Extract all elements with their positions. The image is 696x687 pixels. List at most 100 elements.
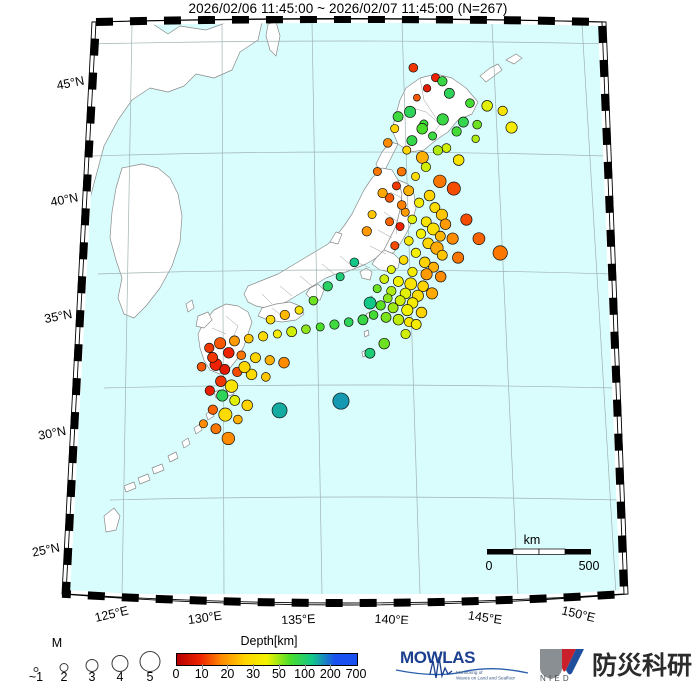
- earthquake-marker[interactable]: [357, 314, 369, 326]
- earthquake-marker[interactable]: [472, 119, 482, 130]
- earthquake-marker[interactable]: [415, 306, 428, 319]
- earthquake-marker[interactable]: [378, 337, 390, 350]
- earthquake-marker[interactable]: [401, 304, 414, 317]
- earthquake-marker[interactable]: [264, 355, 275, 366]
- earthquake-marker[interactable]: [383, 138, 393, 148]
- earthquake-marker[interactable]: [410, 319, 422, 330]
- earthquake-marker[interactable]: [417, 280, 429, 292]
- earthquake-marker[interactable]: [392, 314, 405, 326]
- earthquake-marker[interactable]: [343, 317, 354, 327]
- earthquake-marker[interactable]: [387, 302, 399, 314]
- earthquake-marker[interactable]: [443, 87, 455, 99]
- earthquake-marker[interactable]: [465, 98, 475, 108]
- earthquake-marker[interactable]: [238, 361, 251, 374]
- earthquake-marker[interactable]: [219, 364, 231, 375]
- earthquake-marker[interactable]: [294, 305, 304, 315]
- earthquake-marker[interactable]: [492, 245, 508, 261]
- earthquake-marker[interactable]: [437, 76, 448, 87]
- earthquake-marker[interactable]: [380, 311, 392, 323]
- earthquake-marker[interactable]: [460, 213, 473, 226]
- earthquake-marker[interactable]: [278, 356, 290, 369]
- earthquake-marker[interactable]: [372, 167, 382, 176]
- earthquake-marker[interactable]: [335, 272, 345, 282]
- earthquake-marker[interactable]: [395, 222, 405, 231]
- earthquake-marker[interactable]: [446, 181, 461, 196]
- earthquake-marker[interactable]: [198, 419, 208, 429]
- earthquake-marker[interactable]: [414, 197, 425, 208]
- earthquake-marker[interactable]: [392, 111, 404, 123]
- earthquake-marker[interactable]: [245, 368, 258, 381]
- earthquake-marker[interactable]: [207, 352, 218, 363]
- earthquake-marker[interactable]: [436, 113, 449, 126]
- earthquake-marker[interactable]: [384, 193, 395, 203]
- earthquake-marker[interactable]: [224, 379, 239, 393]
- earthquake-marker[interactable]: [435, 270, 447, 283]
- earthquake-marker[interactable]: [398, 255, 409, 265]
- earthquake-marker[interactable]: [223, 347, 235, 359]
- earthquake-marker[interactable]: [457, 116, 469, 128]
- earthquake-marker[interactable]: [436, 249, 448, 261]
- earthquake-marker[interactable]: [385, 217, 394, 227]
- earthquake-marker[interactable]: [279, 309, 290, 320]
- earthquake-marker[interactable]: [233, 414, 243, 425]
- earthquake-marker[interactable]: [472, 232, 486, 245]
- earthquake-marker[interactable]: [372, 284, 382, 294]
- earthquake-marker[interactable]: [315, 322, 325, 332]
- earthquake-marker[interactable]: [361, 226, 372, 237]
- earthquake-marker[interactable]: [265, 314, 276, 325]
- earthquake-marker[interactable]: [216, 389, 229, 402]
- earthquake-marker[interactable]: [221, 431, 235, 446]
- earthquake-marker[interactable]: [332, 392, 350, 410]
- earthquake-marker[interactable]: [392, 181, 401, 191]
- earthquake-marker[interactable]: [419, 256, 431, 269]
- earthquake-marker[interactable]: [396, 166, 407, 177]
- earthquake-marker[interactable]: [416, 123, 428, 135]
- earthquake-marker[interactable]: [446, 232, 459, 245]
- earthquake-marker[interactable]: [422, 84, 432, 93]
- earthquake-marker[interactable]: [432, 145, 443, 156]
- earthquake-marker[interactable]: [364, 347, 376, 359]
- earthquake-marker[interactable]: [406, 135, 418, 146]
- earthquake-marker[interactable]: [423, 189, 436, 202]
- earthquake-marker[interactable]: [428, 131, 438, 141]
- earthquake-marker[interactable]: [379, 274, 390, 284]
- earthquake-marker[interactable]: [236, 350, 247, 361]
- earthquake-marker[interactable]: [429, 202, 441, 213]
- earthquake-marker[interactable]: [434, 230, 446, 242]
- earthquake-marker[interactable]: [420, 161, 431, 173]
- earthquake-marker[interactable]: [244, 333, 254, 344]
- earthquake-marker[interactable]: [404, 105, 417, 118]
- earthquake-marker[interactable]: [497, 105, 508, 116]
- earthquake-marker[interactable]: [426, 222, 440, 236]
- earthquake-marker[interactable]: [396, 200, 407, 210]
- earthquake-marker[interactable]: [286, 326, 298, 338]
- earthquake-marker[interactable]: [207, 404, 218, 415]
- earthquake-marker[interactable]: [250, 352, 261, 364]
- earthquake-marker[interactable]: [404, 277, 418, 291]
- earthquake-marker[interactable]: [386, 265, 396, 274]
- earthquake-marker[interactable]: [441, 143, 452, 153]
- earthquake-marker[interactable]: [241, 399, 253, 412]
- earthquake-marker[interactable]: [407, 266, 418, 277]
- earthquake-marker[interactable]: [452, 251, 465, 264]
- earthquake-marker[interactable]: [394, 295, 406, 306]
- earthquake-marker[interactable]: [229, 335, 240, 347]
- earthquake-marker[interactable]: [451, 126, 462, 137]
- earthquake-marker[interactable]: [402, 145, 412, 155]
- earthquake-marker[interactable]: [404, 236, 414, 246]
- earthquake-marker[interactable]: [416, 151, 429, 164]
- earthquake-marker[interactable]: [471, 134, 480, 143]
- earthquake-marker[interactable]: [308, 295, 319, 306]
- earthquake-marker[interactable]: [393, 276, 404, 287]
- earthquake-marker[interactable]: [349, 257, 360, 268]
- earthquake-marker[interactable]: [403, 185, 415, 197]
- earthquake-marker[interactable]: [363, 296, 377, 310]
- earthquake-marker[interactable]: [390, 124, 400, 134]
- earthquake-marker[interactable]: [407, 214, 417, 225]
- earthquake-marker[interactable]: [410, 247, 421, 258]
- earthquake-marker[interactable]: [271, 402, 288, 419]
- earthquake-marker[interactable]: [411, 171, 420, 181]
- earthquake-marker[interactable]: [258, 331, 269, 342]
- earthquake-marker[interactable]: [229, 395, 241, 406]
- earthquake-marker[interactable]: [400, 328, 411, 340]
